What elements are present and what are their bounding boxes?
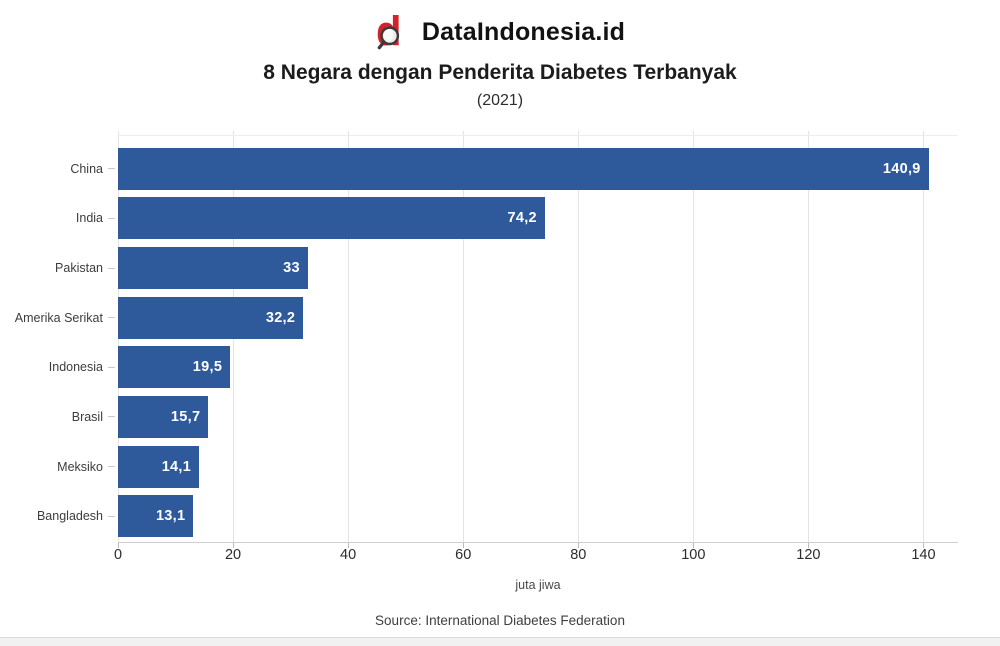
- bar-category-label: India: [75, 211, 103, 226]
- dataindonesia-logo-icon: d: [376, 10, 402, 54]
- bar-row: Amerika Serikat 32,2: [0, 293, 958, 343]
- bar-track: 32,2: [118, 296, 958, 339]
- bar-value-label: 19,5: [192, 359, 223, 376]
- bar: 13,1: [118, 495, 194, 538]
- bar-track: 140,9: [118, 147, 958, 190]
- bar: 19,5: [118, 346, 231, 389]
- bar: 15,7: [118, 395, 209, 438]
- bar-category-label: Bangladesh: [36, 509, 103, 524]
- x-tick-mark: [808, 543, 810, 548]
- x-tick-mark-top: [808, 131, 810, 135]
- x-axis-tick-labels: 0 20 40 60 80 100 120 140: [114, 547, 958, 567]
- x-tick-mark-top: [693, 131, 695, 135]
- chart-subtitle: (2021): [476, 92, 524, 109]
- x-tick-label: 120: [796, 547, 821, 563]
- y-tick-mark: [108, 217, 115, 219]
- bar-track: 14,1: [118, 445, 958, 488]
- bar: 74,2: [118, 197, 545, 240]
- bar-value-label: 74,2: [507, 210, 537, 227]
- bar-row: Indonesia 19,5: [0, 343, 958, 393]
- x-tick-mark-top: [118, 131, 119, 135]
- bar-row: Meksiko 14,1: [0, 442, 958, 492]
- bar: 140,9: [118, 147, 929, 190]
- bar: 32,2: [118, 296, 304, 339]
- x-tick-label: 60: [455, 547, 472, 563]
- bar-category-label: Meksiko: [57, 459, 103, 474]
- bar-value-label: 14,1: [161, 458, 192, 475]
- gridline-x: [808, 136, 810, 542]
- bar-track: 33: [118, 247, 958, 290]
- y-tick-mark: [108, 267, 115, 269]
- magnifier-lens: [380, 26, 400, 46]
- bar-row: Pakistan 33: [0, 243, 958, 293]
- bar-category-label: Amerika Serikat: [14, 310, 103, 325]
- x-tick-mark: [923, 543, 925, 548]
- chart-title: 8 Negara dengan Penderita Diabetes Terba…: [263, 61, 737, 84]
- bar-row: Brasil 15,7: [0, 392, 958, 442]
- plot-area: [118, 131, 958, 548]
- bar: 14,1: [118, 445, 200, 488]
- gridline-x: [463, 136, 465, 542]
- bar-row: China 140,9: [0, 144, 958, 194]
- x-tick-mark: [118, 543, 119, 548]
- x-tick-label: 20: [224, 547, 242, 563]
- bar-chart: China 140,9 India 74,2 Pakistan 33 Amerika Ser…: [0, 131, 958, 635]
- x-tick-mark: [578, 543, 580, 548]
- bar-value-label: 32,2: [265, 309, 296, 326]
- x-tick-label: 40: [340, 547, 357, 563]
- x-tick-label: 140: [911, 547, 936, 563]
- bar-track: 74,2: [118, 197, 958, 240]
- bar-track: 13,1: [118, 495, 958, 538]
- bar-track: 15,7: [118, 395, 958, 438]
- bar-category-label: China: [70, 161, 103, 176]
- bar-category-label: Brasil: [71, 409, 103, 424]
- gridline-x: [118, 136, 119, 542]
- x-tick-mark: [348, 543, 350, 548]
- bar-value-label: 13,1: [155, 508, 186, 525]
- x-tick-mark: [463, 543, 465, 548]
- bar-value-label: 15,7: [170, 408, 201, 425]
- bar: 33: [118, 247, 308, 290]
- horizontal-scrollbar[interactable]: [0, 637, 1000, 646]
- source-caption: Source: International Diabetes Federatio…: [375, 613, 625, 628]
- gridline-x: [233, 136, 235, 542]
- x-axis-title: juta jiwa: [515, 578, 561, 592]
- bar-rows: China 140,9 India 74,2 Pakistan 33 Amerika Ser…: [0, 135, 958, 541]
- bar-track: 19,5: [118, 346, 958, 389]
- gridline-x: [693, 136, 695, 542]
- x-tick-label: 100: [681, 547, 706, 563]
- y-tick-mark: [108, 366, 115, 368]
- x-tick-mark-top: [463, 131, 465, 135]
- x-tick-label: 0: [113, 547, 123, 563]
- gridline-x: [923, 136, 925, 542]
- bar-row: India 74,2: [0, 194, 958, 244]
- magnifier-handle: [377, 40, 386, 50]
- y-tick-mark: [108, 416, 115, 418]
- x-tick-label: 80: [570, 547, 587, 563]
- x-tick-mark-top: [578, 131, 580, 135]
- y-tick-mark: [108, 168, 115, 170]
- y-tick-mark: [108, 317, 115, 319]
- bar-category-label: Pakistan: [55, 261, 103, 276]
- y-tick-mark: [108, 515, 115, 517]
- x-tick-mark-top: [348, 131, 350, 135]
- gridline-x: [348, 136, 350, 542]
- x-tick-mark-top: [233, 131, 235, 135]
- bar-row: Bangladesh 13,1: [0, 491, 958, 541]
- x-tick-mark: [233, 543, 235, 548]
- bar-category-label: Indonesia: [48, 360, 103, 375]
- gridline-x: [578, 136, 580, 542]
- y-tick-mark: [108, 466, 115, 468]
- bar-value-label: 33: [283, 260, 300, 277]
- brand-name: DataIndonesia.id: [421, 17, 626, 46]
- bar-value-label: 140,9: [882, 160, 921, 177]
- x-tick-mark: [693, 543, 695, 548]
- brand-header: d DataIndonesia.id: [0, 8, 1000, 56]
- x-tick-mark-top: [923, 131, 925, 135]
